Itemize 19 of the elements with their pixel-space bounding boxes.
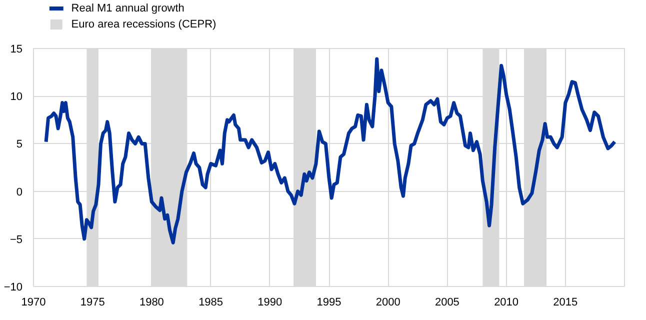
x-tick-label: 2015 [553, 296, 578, 308]
y-tick-label: 0 [16, 186, 23, 198]
y-tick-label: −10 [4, 282, 23, 294]
x-tick-label: 2000 [376, 296, 400, 308]
x-tick-label: 1975 [80, 296, 105, 308]
x-tick-label: 1970 [21, 296, 46, 308]
line-series [44, 57, 616, 244]
x-tick-label: 1990 [258, 296, 282, 308]
y-tick-label: −5 [10, 234, 23, 246]
x-tick-label: 2010 [494, 296, 519, 308]
x-tick-label: 1995 [316, 296, 342, 308]
legend-label: Euro area recessions (CEPR) [71, 18, 216, 30]
y-tick-label: 15 [10, 44, 23, 56]
y-tick-label: 10 [10, 91, 23, 104]
x-tick-label: 2005 [434, 296, 460, 308]
legend-label: Real M1 annual growth [71, 2, 184, 14]
x-tick-label: 1980 [139, 296, 164, 308]
y-tick-label: 5 [16, 138, 23, 151]
x-tick-label: 1985 [198, 296, 224, 308]
